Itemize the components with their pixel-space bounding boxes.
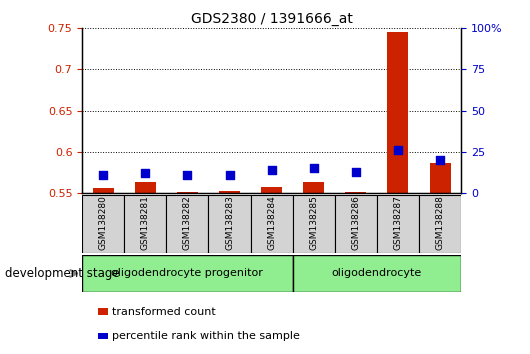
Text: GSM138286: GSM138286 (351, 195, 360, 250)
Bar (346, 192, 366, 193)
Text: GSM138282: GSM138282 (183, 195, 192, 250)
Bar (93, 188, 114, 193)
Bar (377, 195, 419, 253)
Text: oligodendrocyte: oligodendrocyte (332, 268, 422, 279)
Text: development stage: development stage (5, 267, 120, 280)
Bar (293, 255, 461, 292)
Bar (335, 195, 377, 253)
Point (183, 172, 192, 178)
Bar (82, 255, 293, 292)
Text: percentile rank within the sample: percentile rank within the sample (112, 331, 299, 341)
Title: GDS2380 / 1391666_at: GDS2380 / 1391666_at (191, 12, 352, 26)
Text: oligodendrocyte progenitor: oligodendrocyte progenitor (111, 268, 263, 279)
Bar (177, 192, 198, 193)
Bar (387, 33, 409, 193)
Text: GSM138283: GSM138283 (225, 195, 234, 250)
Bar (98, 308, 108, 315)
Point (436, 157, 444, 163)
Point (267, 167, 276, 173)
Bar (261, 187, 282, 193)
Point (310, 165, 318, 171)
Bar (208, 195, 251, 253)
Text: GSM138288: GSM138288 (436, 195, 445, 250)
Point (394, 147, 402, 153)
Bar (219, 191, 240, 193)
Point (351, 169, 360, 175)
Text: GSM138285: GSM138285 (309, 195, 318, 250)
Bar (124, 195, 166, 253)
Text: GSM138280: GSM138280 (99, 195, 108, 250)
Bar (82, 195, 124, 253)
Text: GSM138281: GSM138281 (141, 195, 150, 250)
Text: GSM138287: GSM138287 (393, 195, 402, 250)
Point (99, 172, 108, 178)
Bar (98, 333, 108, 339)
Point (141, 170, 149, 176)
Text: GSM138284: GSM138284 (267, 195, 276, 250)
Bar (419, 195, 461, 253)
Bar (429, 163, 450, 193)
Text: transformed count: transformed count (112, 307, 216, 316)
Bar (135, 182, 156, 193)
Point (225, 172, 234, 178)
Bar (166, 195, 208, 253)
Bar (293, 195, 335, 253)
Bar (251, 195, 293, 253)
Bar (303, 182, 324, 193)
